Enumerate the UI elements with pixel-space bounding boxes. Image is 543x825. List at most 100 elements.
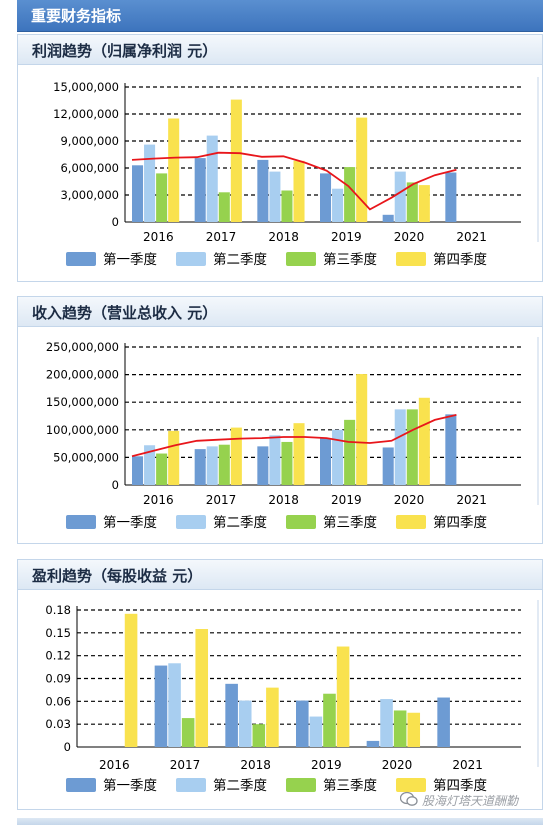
bar-1-2018: [225, 683, 238, 747]
bar-1-2019: [296, 700, 309, 747]
bar-4-2019: [336, 646, 350, 747]
bar-3-2016: [156, 453, 168, 485]
bar-4-2018: [293, 160, 305, 222]
bar-2-2018: [269, 435, 281, 485]
eps-trend-panel: 盈利趋势（每股收益 元） 0 0.03 0.06 0.09 0.12 0.15 0.18 20…: [17, 559, 543, 810]
legend-label-4: 第四季度: [433, 514, 487, 531]
legend-label-1: 第一季度: [103, 514, 157, 531]
y-tick-label: 0: [112, 215, 119, 229]
legend-label-1: 第一季度: [103, 777, 157, 794]
profit-trend-panel: 利润趋势（归属净利润 元） 0 3,000,000 6,000,000 9,000,0…: [17, 34, 543, 282]
bar-1-2021: [445, 414, 457, 485]
revenue-trend-title: 收入趋势（营业总收入 元）: [32, 304, 218, 322]
bar-3-2019: [323, 693, 336, 747]
bar-4-2016: [124, 613, 138, 747]
bar-2-2016: [144, 445, 156, 485]
bar-4-2016: [168, 118, 180, 222]
x-tick-label: 2017: [206, 493, 237, 507]
bar-1-2019: [320, 173, 332, 222]
eps-trend-title-bar: 盈利趋势（每股收益 元）: [18, 560, 542, 590]
x-tick-label: 2016: [99, 758, 130, 772]
bar-3-2017: [218, 444, 230, 485]
y-tick-label: 250,000,000: [46, 340, 119, 354]
legend-label-2: 第二季度: [213, 777, 267, 794]
x-tick-label: 2020: [382, 758, 413, 772]
bar-4-2020: [407, 712, 421, 747]
y-tick-label: 200,000,000: [46, 368, 119, 382]
x-tick-label: 2018: [240, 758, 271, 772]
x-tick-label: 2017: [170, 758, 201, 772]
legend-swatch-1: [66, 252, 96, 266]
bar-1-2017: [194, 158, 206, 222]
legend-swatch-4: [396, 778, 426, 792]
x-tick-label: 2016: [143, 493, 174, 507]
legend-swatch-4: [396, 252, 426, 266]
y-tick-label: 12,000,000: [53, 107, 119, 121]
x-tick-label: 2019: [311, 758, 342, 772]
y-tick-label: 15,000,000: [53, 80, 119, 94]
y-tick-label: 0: [64, 740, 71, 754]
bar-1-2016: [132, 456, 144, 485]
page-header: 重要财务指标: [17, 0, 543, 32]
profit-trend-title-bar: 利润趋势（归属净利润 元）: [18, 35, 542, 65]
legend-label-1: 第一季度: [103, 251, 157, 268]
legend-label-4: 第四季度: [433, 777, 487, 794]
y-tick-label: 0: [112, 478, 119, 492]
bar-3-2018: [252, 724, 266, 747]
x-tick-label: 2021: [456, 230, 487, 244]
y-tick-label: 0.03: [45, 717, 71, 731]
y-tick-label: 9,000,000: [60, 134, 119, 148]
legend-swatch-3: [286, 778, 316, 792]
legend-label-3: 第三季度: [323, 251, 377, 268]
bar-1-2019: [320, 438, 332, 485]
x-tick-label: 2019: [331, 230, 362, 244]
bar-3-2020: [406, 182, 418, 222]
legend-swatch-1: [66, 778, 96, 792]
page-title: 重要财务指标: [31, 7, 122, 25]
bar-4-2016: [168, 430, 180, 485]
legend-label-4: 第四季度: [433, 251, 487, 268]
bar-2-2019: [332, 429, 344, 485]
bar-2-2019: [332, 188, 344, 222]
bar-2-2016: [144, 144, 156, 222]
bar-3-2019: [344, 419, 356, 485]
bar-1-2021: [445, 172, 457, 222]
wechat-icon: [400, 791, 418, 806]
bar-3-2019: [344, 167, 356, 222]
x-tick-label: 2018: [268, 230, 299, 244]
x-tick-label: 2017: [206, 230, 237, 244]
legend-label-2: 第二季度: [213, 514, 267, 531]
bar-4-2019: [356, 117, 368, 222]
bar-4-2017: [195, 629, 209, 747]
y-tick-label: 0.12: [45, 649, 71, 663]
eps-trend-chart: 0 0.03 0.06 0.09 0.12 0.15 0.18 2016 2017 2018 201…: [45, 600, 539, 794]
bar-2-2017: [168, 663, 181, 747]
legend-label-3: 第三季度: [323, 777, 377, 794]
bar-2-2020: [394, 409, 406, 485]
bar-1-2016: [132, 165, 144, 222]
bar-2-2019: [309, 716, 323, 747]
y-tick-label: 0.18: [45, 603, 71, 617]
bar-4-2018: [266, 687, 279, 747]
x-tick-label: 2021: [452, 758, 483, 772]
x-tick-label: 2016: [143, 230, 174, 244]
bar-1-2021: [437, 697, 450, 747]
legend-swatch-2: [176, 515, 206, 529]
bar-2-2018: [238, 700, 252, 747]
bar-3-2018: [281, 190, 293, 222]
y-tick-label: 6,000,000: [60, 161, 119, 175]
bar-1-2017: [194, 449, 206, 485]
legend-swatch-2: [176, 252, 206, 266]
bar-3-2020: [393, 710, 407, 747]
revenue-trend-chart: 0 50,000,000 100,000,000 150,000,000 200,000…: [46, 337, 539, 531]
x-tick-label: 2019: [331, 493, 362, 507]
bar-1-2020: [382, 447, 394, 485]
legend-label-2: 第二季度: [213, 251, 267, 268]
watermark-text: 股海灯塔天道酬勤: [422, 794, 519, 808]
bar-3-2018: [281, 441, 293, 485]
x-tick-label: 2020: [394, 230, 425, 244]
trend-line: [131, 151, 457, 211]
bar-4-2018: [293, 423, 305, 485]
profit-trend-title: 利润趋势（归属净利润 元）: [32, 42, 218, 60]
bar-3-2017: [181, 718, 195, 747]
